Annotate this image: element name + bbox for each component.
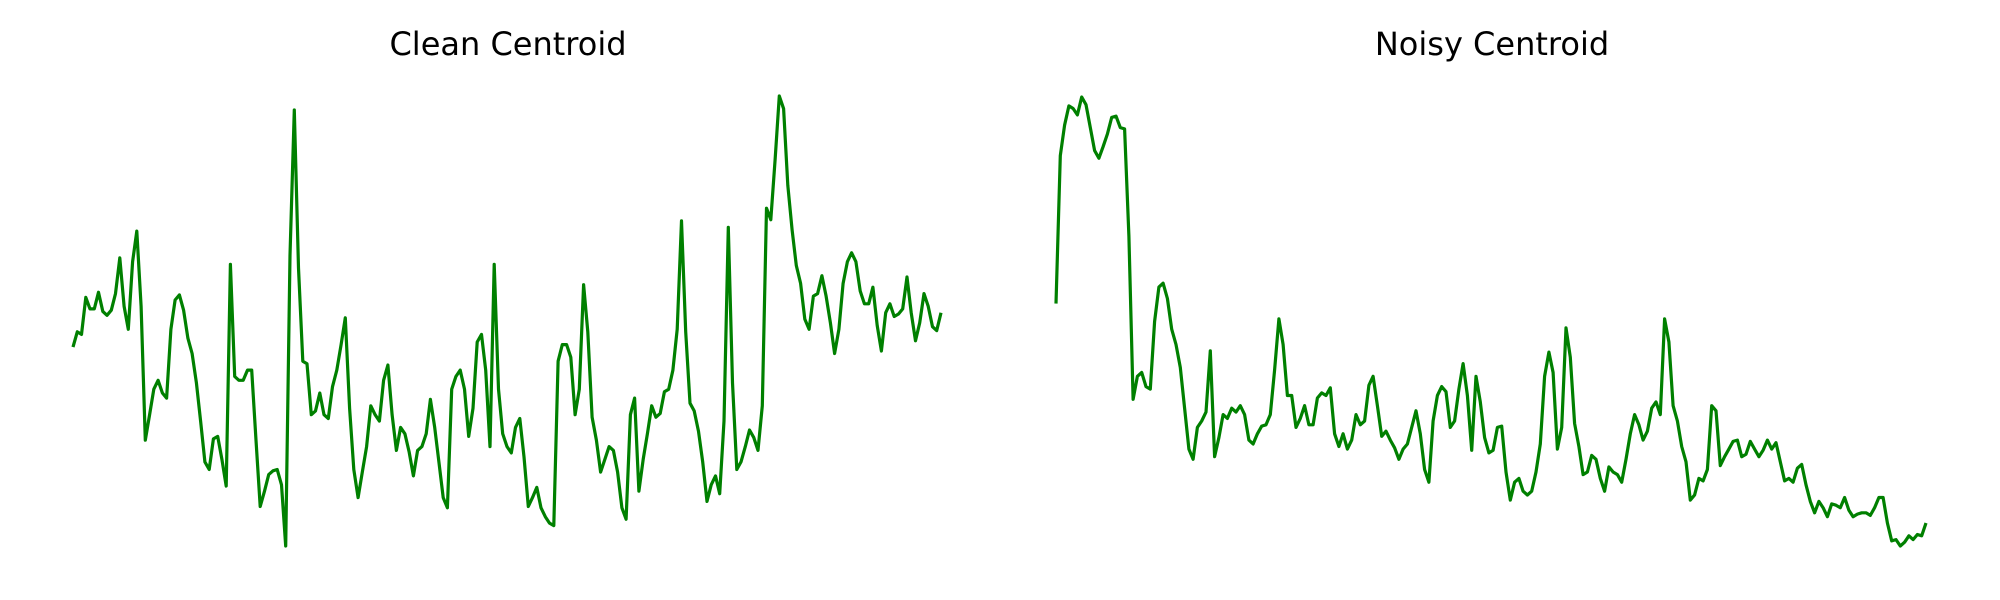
chart-title: Clean Centroid [389, 25, 626, 63]
line [71, 94, 943, 548]
chart-title: Noisy Centroid [1375, 25, 1609, 63]
line [1054, 95, 1928, 548]
